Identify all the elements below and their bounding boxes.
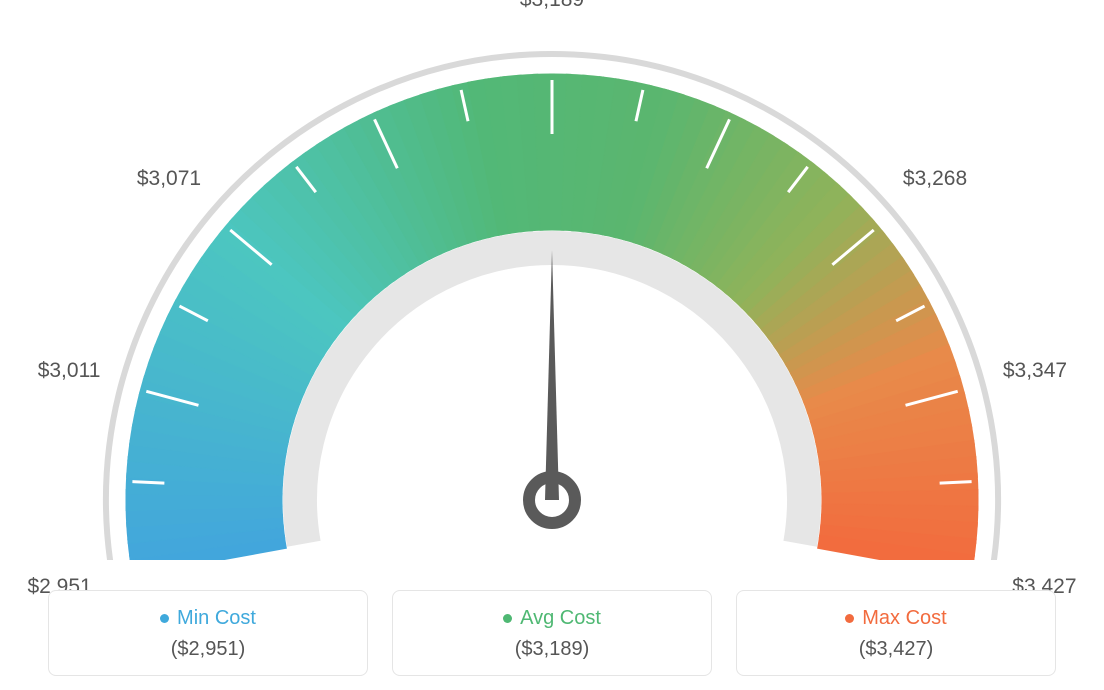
gauge-tick-label: $3,071 [137, 167, 201, 191]
gauge-tick-label: $3,011 [38, 359, 101, 383]
legend-dot-icon [503, 614, 512, 623]
legend-title: Max Cost [845, 607, 946, 630]
legend-value: ($2,951) [61, 638, 355, 661]
legend-title-text: Avg Cost [520, 607, 601, 630]
gauge-chart [0, 0, 1104, 560]
legend-title-text: Max Cost [862, 607, 946, 630]
legend-card: Avg Cost ($3,189) [392, 590, 712, 676]
legend-value: ($3,427) [749, 638, 1043, 661]
legend-title-text: Min Cost [177, 607, 256, 630]
legend-card: Min Cost ($2,951) [48, 590, 368, 676]
legend-dot-icon [160, 614, 169, 623]
gauge-tick-label: $3,268 [903, 167, 967, 191]
gauge-tick-label: $3,347 [1003, 359, 1067, 383]
gauge-tick-label: $3,189 [520, 0, 584, 12]
legend-value: ($3,189) [405, 638, 699, 661]
legend-row: Min Cost ($2,951) Avg Cost ($3,189) Max Cost… [0, 590, 1104, 676]
legend-title: Min Cost [160, 607, 256, 630]
legend-card: Max Cost ($3,427) [736, 590, 1056, 676]
gauge-container: $2,951$3,011$3,071$3,189$3,268$3,347$3,4… [0, 0, 1104, 560]
legend-dot-icon [845, 614, 854, 623]
legend-title: Avg Cost [503, 607, 601, 630]
